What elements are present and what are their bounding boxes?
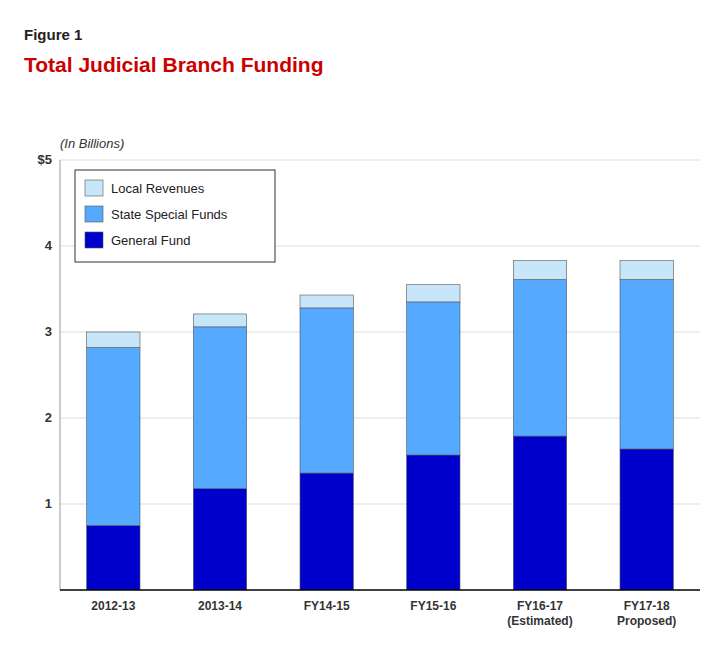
bar-segment: [300, 295, 353, 308]
y-axis-line: [60, 160, 61, 590]
legend-swatch: [85, 206, 103, 222]
chart-svg: Figure 1 Total Judicial Branch Funding (In…: [0, 0, 721, 671]
legend-label: General Fund: [111, 233, 191, 248]
y-tick-label: $5: [38, 152, 52, 167]
bar-segment: [87, 526, 140, 591]
bar-segment: [407, 455, 460, 590]
grid-line: [60, 332, 700, 333]
bar-segment: [300, 473, 353, 590]
y-tick-label: 4: [45, 238, 53, 253]
bar-segment: [193, 489, 246, 590]
bar-segment: [407, 285, 460, 302]
x-axis-ticks: 2012-13 2013-14 FY14-15 FY15-16 FY16-17(Esti…: [91, 599, 676, 628]
x-tick-label: 2013-14: [198, 599, 242, 613]
bar-segment: [513, 436, 566, 590]
bar-segment: [193, 327, 246, 489]
bar-segment: [87, 347, 140, 525]
x-tick-label: FY17-18Proposed): [617, 599, 676, 628]
bar-segment: [513, 261, 566, 280]
legend-swatch: [85, 232, 103, 248]
bar-segment: [193, 314, 246, 327]
legend-label: State Special Funds: [111, 207, 228, 222]
chart-container: Figure 1 Total Judicial Branch Funding (In…: [0, 0, 721, 671]
bar-segment: [87, 332, 140, 347]
legend: Local Revenues State Special Funds General…: [75, 170, 275, 262]
bar-segment: [620, 280, 673, 449]
title: Total Judicial Branch Funding: [24, 53, 323, 76]
x-tick-label: 2012-13: [91, 599, 135, 613]
legend-label: Local Revenues: [111, 181, 205, 196]
bar-segment: [620, 449, 673, 590]
x-tick-label: FY14-15: [304, 599, 350, 613]
grid-line: [60, 160, 700, 161]
bar-segment: [620, 261, 673, 280]
y-tick-label: 2: [45, 410, 52, 425]
annotation: (In Billions): [60, 136, 124, 151]
grid-line: [60, 418, 700, 419]
bars: [87, 261, 674, 590]
x-tick-label: FY15-16: [410, 599, 456, 613]
x-tick-label: FY16-17(Estimated): [507, 599, 572, 628]
subtitle: Figure 1: [24, 26, 82, 43]
legend-box: [75, 170, 275, 262]
bar-segment: [407, 302, 460, 455]
grid-line: [60, 504, 700, 505]
x-axis-line: [60, 589, 700, 591]
y-tick-label: 1: [45, 496, 52, 511]
grid: [60, 160, 700, 504]
bar-segment: [513, 280, 566, 437]
bar-segment: [300, 308, 353, 473]
y-axis-ticks: 1 2 3 4 $5: [38, 152, 53, 511]
legend-swatch: [85, 180, 103, 196]
y-tick-label: 3: [45, 324, 52, 339]
